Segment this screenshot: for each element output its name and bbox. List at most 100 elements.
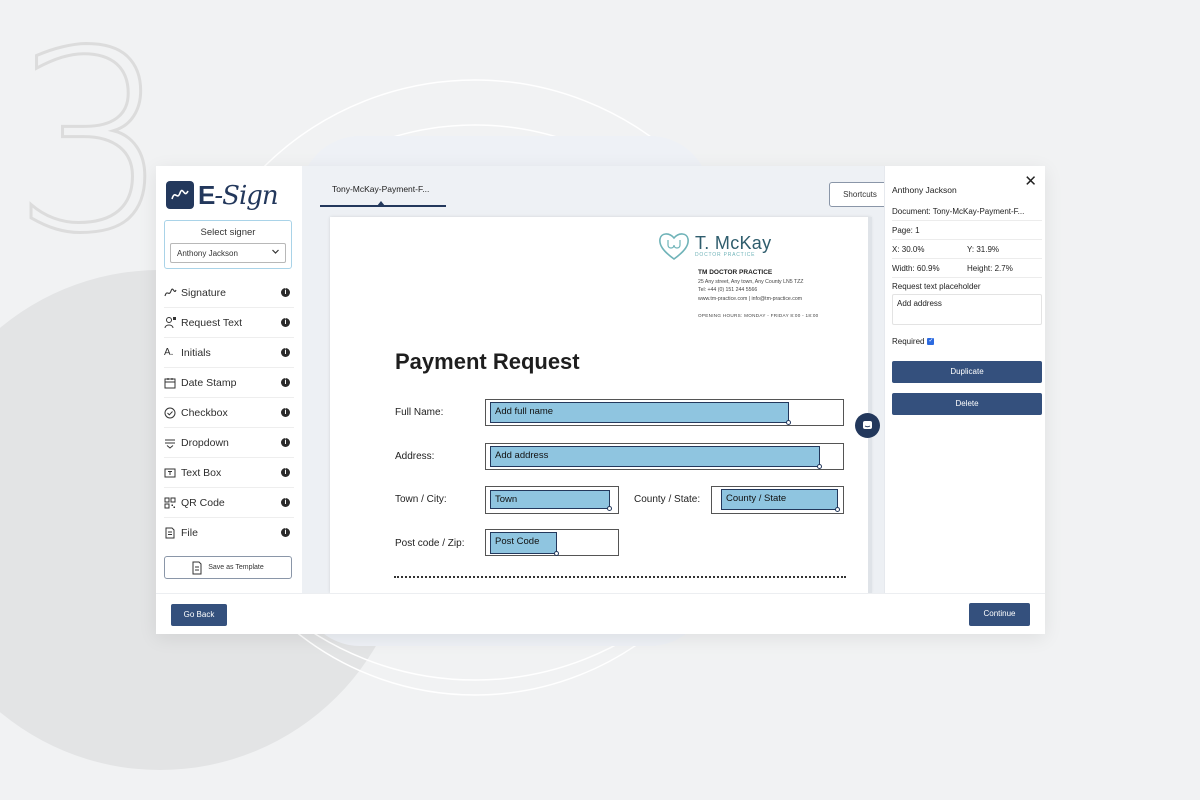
tab-document[interactable]: Tony-McKay-Payment-F... [320,166,446,207]
file-icon [164,526,178,540]
tool-date-stamp[interactable]: Date Stamp i [164,368,294,398]
tool-qr-code[interactable]: QR Code i [164,488,294,518]
chevron-down-icon [271,247,280,258]
properties-panel: ✕ Anthony Jackson Document: Tony-McKay-P… [884,166,1045,593]
practice-contact-block: TM DOCTOR PRACTICE 25 Any street, Any to… [698,269,819,321]
heart-stethoscope-icon [659,233,689,260]
tool-initials[interactable]: A. Initials i [164,338,294,368]
dropdown-icon [164,436,178,450]
panel-height: Height: 2.7% [967,264,1013,273]
footer-bar: Go Back Continue [156,593,1045,634]
practice-info-title: TM DOCTOR PRACTICE [698,269,773,276]
panel-x: X: 30.0% [892,245,925,254]
tool-dropdown[interactable]: Dropdown i [164,428,294,458]
panel-position: X: 30.0% Y: 31.9% [892,240,1042,259]
panel-signer-name: Anthony Jackson [892,185,957,195]
info-icon[interactable]: i [281,318,290,327]
go-back-button[interactable]: Go Back [171,604,227,626]
required-checkbox[interactable]: ✓ [927,338,935,345]
address-placeholder: Add address [495,450,549,461]
close-icon[interactable]: ✕ [1024,173,1037,190]
esign-app-window: E-Sign Select signer Anthony Jackson Sig… [156,166,1045,634]
info-icon[interactable]: i [281,378,290,387]
signer-selector: Select signer Anthony Jackson [164,220,292,269]
postcode-field[interactable]: Post Code [490,532,559,556]
county-field[interactable]: County / State [721,489,840,512]
esign-logo-text: E-Sign [198,179,279,211]
resize-handle[interactable] [835,507,840,512]
info-icon[interactable]: i [281,408,290,417]
request-text-icon [164,316,178,330]
duplicate-button[interactable]: Duplicate [892,361,1042,383]
required-toggle[interactable]: Required ✓ [892,337,935,346]
placeholder-label: Request text placeholder [892,282,981,291]
document-scrollbar[interactable] [868,217,872,593]
signer-selected-value: Anthony Jackson [177,249,238,258]
info-icon[interactable]: i [281,288,290,297]
practice-web: www.tm-practice.com | info@tm-practice.c… [698,295,803,302]
address-label: Address: [395,451,435,462]
panel-page: Page: 1 [892,221,1042,240]
document-tabbar: Tony-McKay-Payment-F... Shortcuts [302,166,891,210]
active-tab-indicator [377,201,385,206]
checkbox-icon [164,406,178,420]
practice-subtitle: DOCTOR PRACTICE [695,252,756,258]
tool-checkbox[interactable]: Checkbox i [164,398,294,428]
continue-button[interactable]: Continue [969,603,1030,626]
info-icon[interactable]: i [281,528,290,537]
save-as-template-button[interactable]: Save as Template [164,556,292,579]
town-label: Town / City: [395,494,447,505]
resize-handle[interactable] [786,420,791,425]
info-icon[interactable]: i [281,468,290,477]
info-icon[interactable]: i [281,498,290,507]
resize-handle[interactable] [817,464,822,469]
document-editor: Tony-McKay-Payment-F... Shortcuts T. McK… [302,166,891,593]
document-icon [192,561,202,574]
tool-label: QR Code [181,496,225,509]
full-name-field[interactable]: Add full name [490,402,791,425]
step-number: 3 [10,0,172,288]
address-field[interactable]: Add address [490,446,822,469]
panel-y: Y: 31.9% [967,245,1000,254]
resize-handle[interactable] [554,551,559,556]
town-placeholder: Town [495,494,518,505]
resize-handle[interactable] [607,506,612,511]
info-icon[interactable]: i [281,348,290,357]
save-template-label: Save as Template [208,564,264,571]
dotted-divider [394,576,846,578]
esign-logo-icon [166,181,194,209]
tool-sidebar: E-Sign Select signer Anthony Jackson Sig… [156,166,302,593]
tool-label: Signature [181,286,226,299]
info-icon[interactable]: i [281,438,290,447]
practice-tel: Tel: +44 (0) 151 244 5566 [698,287,758,293]
practice-name: T. McKay [695,233,772,253]
panel-size: Width: 60.9% Height: 2.7% [892,259,1042,278]
shortcuts-button[interactable]: Shortcuts [829,182,891,207]
tool-label: Text Box [181,466,222,479]
tab-label: Tony-McKay-Payment-F... [332,184,430,194]
town-field[interactable]: Town [490,490,612,511]
practice-logo: T. McKay DOCTOR PRACTICE [657,230,771,262]
chat-button[interactable] [855,413,880,438]
panel-document: Document: Tony-McKay-Payment-F... [892,202,1042,221]
tool-request-text[interactable]: Request Text i [164,308,294,338]
textbox-icon [164,466,178,480]
tool-file[interactable]: File i [164,518,294,548]
county-label: County / State: [634,494,701,505]
placeholder-textarea[interactable]: Add address [892,294,1042,325]
full-name-label: Full Name: [395,407,444,418]
delete-button[interactable]: Delete [892,393,1042,415]
tool-text-box[interactable]: Text Box i [164,458,294,488]
full-name-placeholder: Add full name [495,406,554,417]
tool-signature[interactable]: Signature i [164,278,294,308]
tool-label: Request Text [181,316,243,329]
panel-width: Width: 60.9% [892,264,940,273]
esign-logo[interactable]: E-Sign [166,178,279,212]
county-placeholder: County / State [726,493,787,504]
practice-address: 25 Any street, Any town, Any County LN5 … [698,278,804,285]
tool-label: Date Stamp [181,376,237,389]
practice-hours: OPENING HOURS: MONDAY - FRIDAY 8:00 - 18… [698,313,819,318]
signer-dropdown[interactable]: Anthony Jackson [170,243,286,263]
postcode-placeholder: Post Code [495,536,540,547]
initials-icon: A. [164,347,174,358]
